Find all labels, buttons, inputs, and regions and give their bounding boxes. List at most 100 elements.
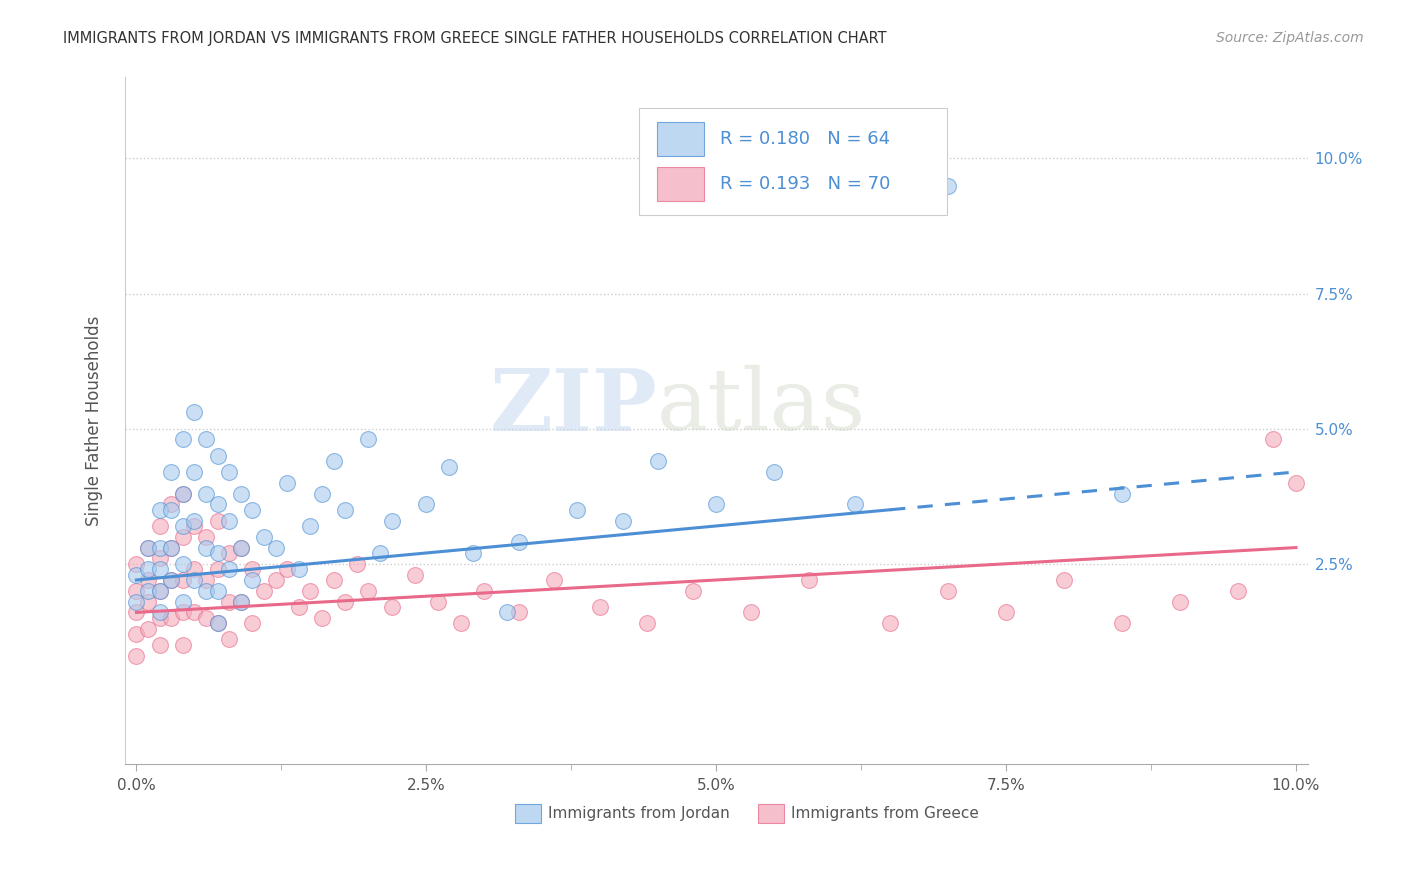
Point (136, 622, 159, 636)
Point (276, 562, 298, 576)
Point (242, 573, 264, 587)
Point (264, 541, 287, 555)
Point (149, 551, 172, 566)
Point (125, 606, 148, 620)
Point (136, 541, 159, 555)
Point (195, 486, 218, 500)
Point (136, 573, 159, 587)
Point (229, 541, 252, 555)
Point (415, 497, 437, 511)
Point (543, 573, 565, 587)
Point (195, 530, 218, 544)
Text: atlas: atlas (657, 365, 866, 449)
Point (149, 583, 172, 598)
Text: IMMIGRANTS FROM JORDAN VS IMMIGRANTS FROM GREECE SINGLE FATHER HOUSEHOLDS CORREL: IMMIGRANTS FROM JORDAN VS IMMIGRANTS FRO… (63, 31, 887, 46)
Point (995, 606, 1018, 620)
Point (149, 541, 172, 555)
Bar (657, 122, 704, 156)
Point (1168, 594, 1191, 608)
Point (253, 530, 276, 544)
Point (149, 562, 172, 576)
Point (183, 519, 205, 533)
Point (136, 541, 159, 555)
Point (404, 567, 426, 582)
Point (368, 546, 391, 560)
Point (183, 405, 205, 419)
Point (195, 583, 218, 598)
Point (172, 519, 194, 533)
Point (125, 583, 148, 598)
FancyBboxPatch shape (640, 108, 946, 215)
Point (218, 514, 240, 528)
Point (160, 573, 183, 587)
Point (242, 616, 264, 631)
Point (426, 594, 449, 608)
Point (763, 465, 786, 479)
Point (704, 497, 727, 511)
Point (450, 616, 472, 631)
Point (936, 583, 959, 598)
Point (195, 573, 218, 587)
Point (149, 638, 172, 652)
Point (740, 606, 762, 620)
Point (183, 562, 205, 576)
Text: ZIP: ZIP (489, 365, 657, 449)
Point (218, 465, 240, 479)
Point (195, 541, 218, 555)
Point (172, 557, 194, 571)
Point (1261, 433, 1284, 447)
Point (172, 433, 194, 447)
Point (149, 519, 172, 533)
Point (207, 562, 229, 576)
Point (207, 583, 229, 598)
Point (172, 530, 194, 544)
Point (207, 514, 229, 528)
Point (311, 486, 333, 500)
Point (287, 600, 309, 615)
Point (125, 567, 148, 582)
Point (125, 627, 148, 641)
Point (357, 433, 380, 447)
Point (172, 594, 194, 608)
Point (508, 606, 530, 620)
Point (207, 546, 229, 560)
Point (264, 573, 287, 587)
Bar (758, 805, 783, 823)
Point (322, 573, 344, 587)
Point (276, 475, 298, 490)
Point (149, 606, 172, 620)
Point (125, 648, 148, 663)
Point (218, 546, 240, 560)
Point (380, 600, 402, 615)
Point (160, 497, 183, 511)
Point (149, 502, 172, 516)
Point (1227, 583, 1250, 598)
Text: R = 0.180   N = 64: R = 0.180 N = 64 (720, 130, 890, 148)
Point (160, 465, 183, 479)
Text: Source: ZipAtlas.com: Source: ZipAtlas.com (1216, 31, 1364, 45)
Point (149, 583, 172, 598)
Point (682, 583, 704, 598)
Point (472, 583, 495, 598)
Point (229, 594, 252, 608)
Point (183, 606, 205, 620)
Point (207, 616, 229, 631)
Point (160, 573, 183, 587)
Point (229, 486, 252, 500)
Point (242, 502, 264, 516)
Point (1053, 573, 1076, 587)
Point (612, 514, 634, 528)
Text: Immigrants from Greece: Immigrants from Greece (790, 806, 979, 822)
Point (172, 638, 194, 652)
Text: Immigrants from Jordan: Immigrants from Jordan (548, 806, 730, 822)
Point (149, 611, 172, 625)
Point (647, 454, 669, 468)
Point (357, 583, 380, 598)
Point (346, 557, 368, 571)
Point (797, 573, 820, 587)
Point (195, 433, 218, 447)
Point (565, 502, 588, 516)
Point (589, 600, 612, 615)
Point (1285, 475, 1308, 490)
Point (218, 594, 240, 608)
